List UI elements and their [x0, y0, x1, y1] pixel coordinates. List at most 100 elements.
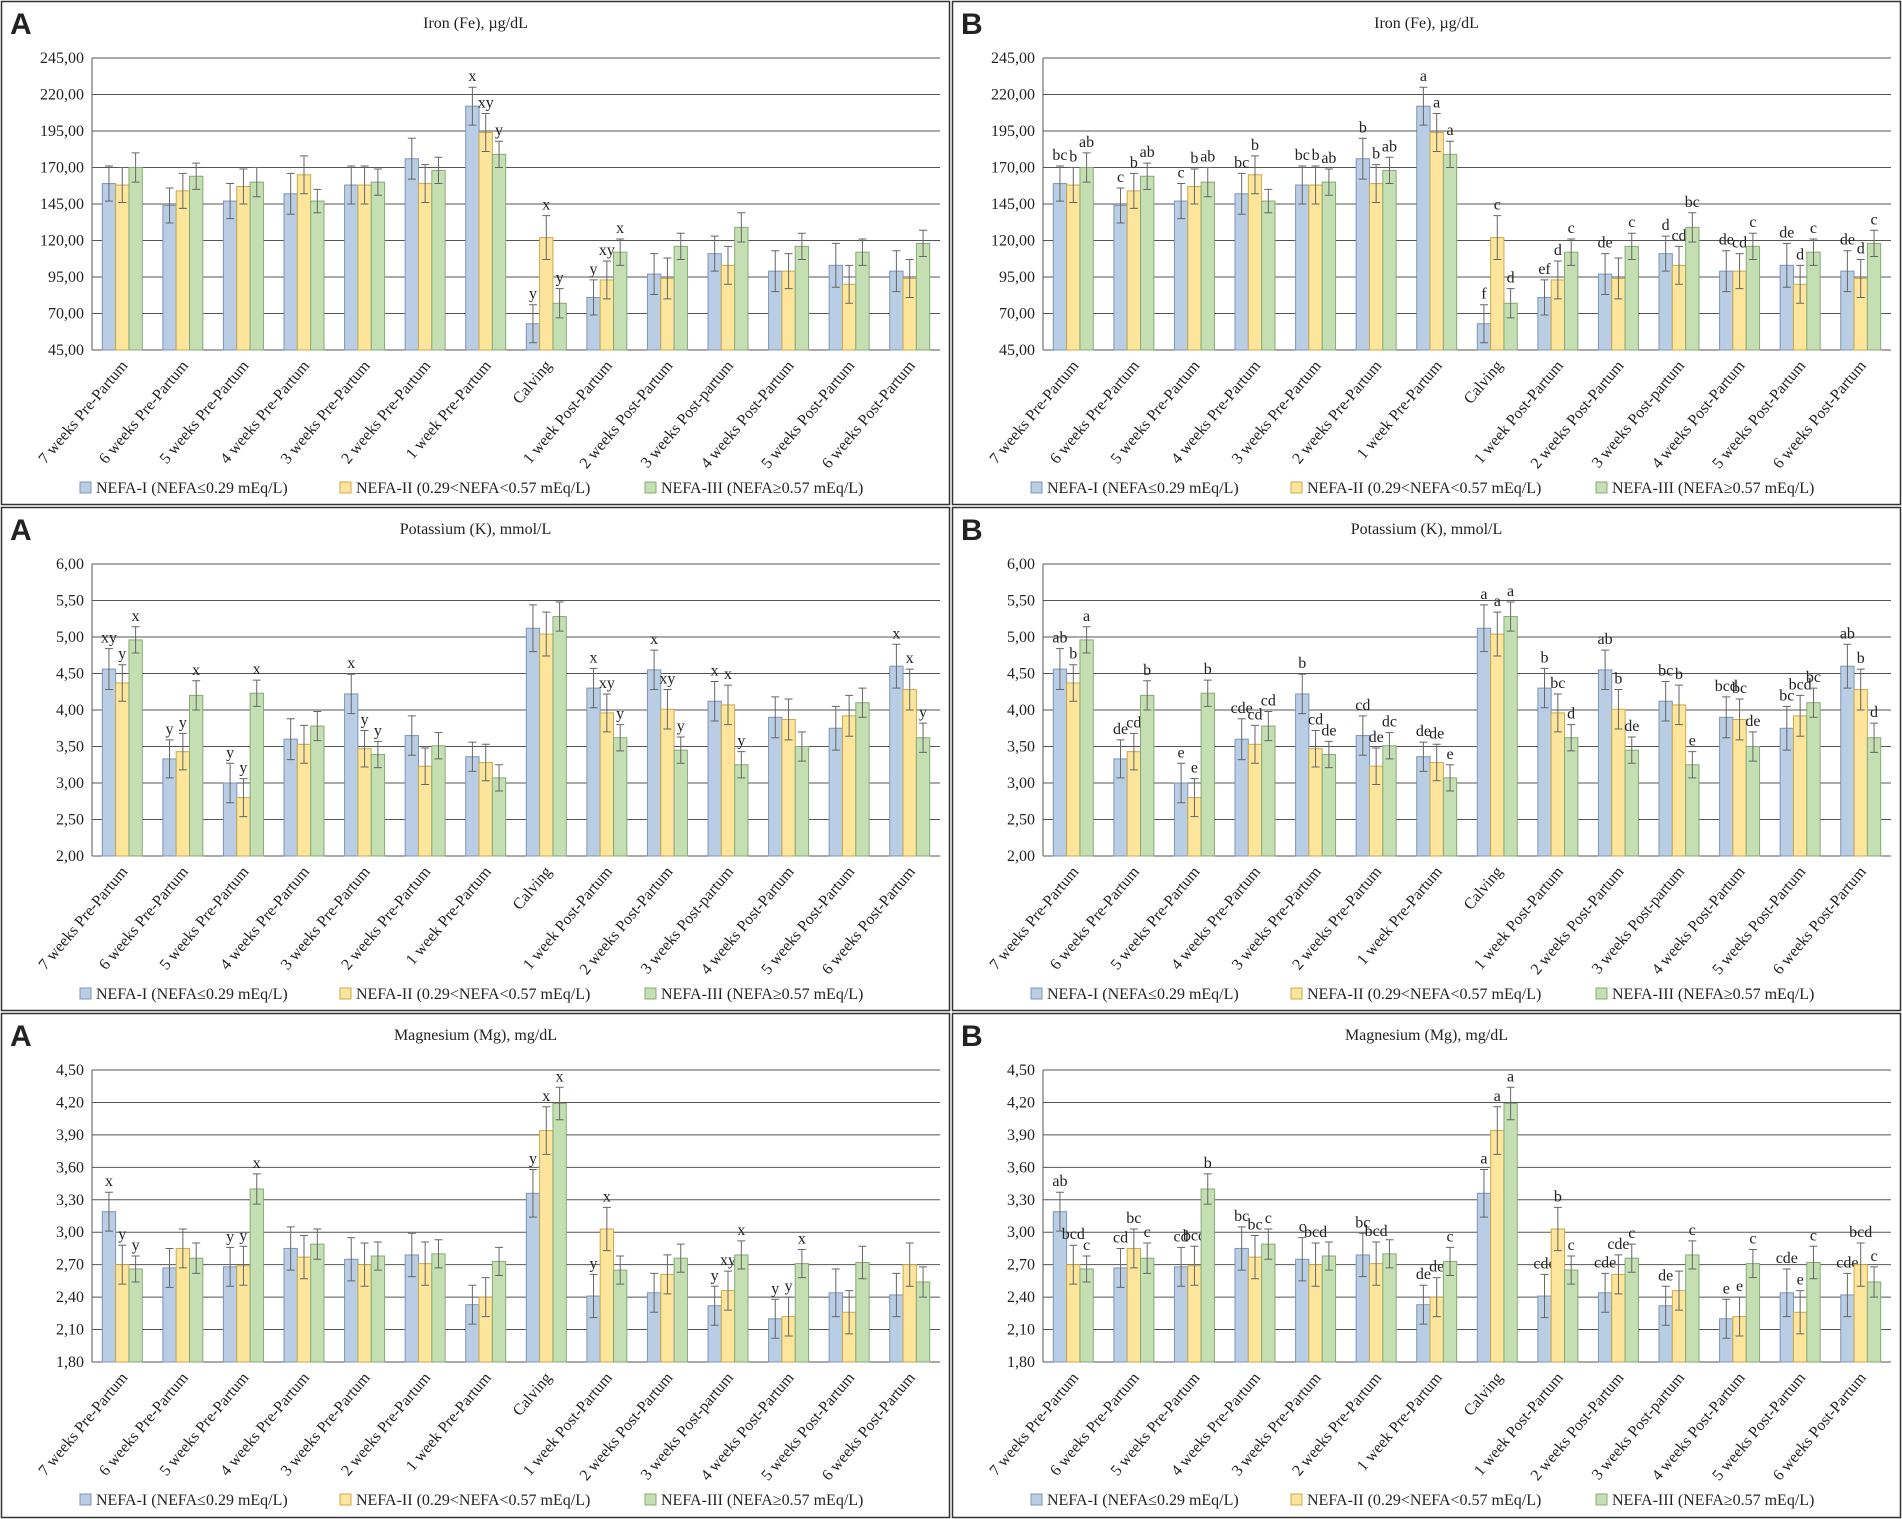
error-bar	[360, 1242, 369, 1287]
legend-swatch	[79, 481, 92, 494]
legend-label: NEFA-I (NEFA≤0.29 mEq/L)	[96, 480, 288, 497]
bar	[189, 694, 204, 857]
significance-letter: cd	[1355, 697, 1370, 714]
error-bar	[1385, 1239, 1394, 1269]
significance-letter: b	[1675, 666, 1683, 683]
significance-letter: e	[1797, 1272, 1804, 1289]
y-tick-label: 6,00	[1007, 556, 1035, 573]
significance-letter: y	[495, 122, 503, 139]
significance-letter: bc	[1685, 194, 1700, 211]
error-bar	[784, 698, 793, 741]
error-bar	[300, 724, 308, 764]
y-tick-label: 3,00	[1007, 1224, 1035, 1241]
legend-label: NEFA-III (NEFA≥0.57 mEq/L)	[1612, 986, 1814, 1003]
error-bar	[650, 1272, 659, 1313]
significance-letter: y	[785, 1278, 793, 1295]
significance-letter: c	[1083, 1237, 1090, 1254]
error-bar	[919, 722, 928, 753]
bar	[539, 633, 554, 857]
bar	[794, 1263, 810, 1363]
error-bar	[347, 673, 356, 715]
bar	[673, 245, 688, 351]
y-tick-label: 245,00	[991, 50, 1035, 67]
bar	[370, 1255, 386, 1363]
significance-letter: c	[1299, 1219, 1306, 1236]
bar	[222, 200, 238, 351]
legend-label: NEFA-II (0.29<NEFA<0.57 mEq/L)	[356, 986, 590, 1003]
y-tick-label: 4,20	[1007, 1094, 1035, 1111]
error-bar	[1567, 724, 1576, 752]
error-bar	[495, 1246, 504, 1276]
y-tick-label: 3,30	[1007, 1192, 1035, 1209]
error-bar	[1082, 626, 1091, 654]
error-bar	[1722, 1298, 1731, 1339]
error-bar	[663, 1254, 672, 1295]
significance-letter: c	[1117, 169, 1124, 186]
significance-letter: x	[616, 220, 624, 237]
error-bar	[1264, 710, 1273, 742]
error-bar	[797, 232, 806, 260]
bar	[734, 1254, 749, 1363]
error-bar	[1311, 165, 1320, 205]
significance-letter: y	[118, 1226, 126, 1243]
significance-letter: a	[1420, 68, 1427, 85]
significance-letter: de	[1429, 725, 1444, 742]
significance-letter: de	[1416, 1266, 1431, 1283]
error-bar	[1264, 1228, 1273, 1260]
significance-letter: y	[226, 744, 234, 761]
error-bar	[178, 1228, 187, 1269]
error-bar	[1129, 172, 1138, 209]
error-bar	[226, 762, 235, 804]
significance-letter: de	[1598, 235, 1613, 252]
error-bar	[1251, 1234, 1259, 1280]
bar	[1685, 764, 1700, 857]
bar	[1200, 181, 1215, 351]
error-bar	[1432, 1277, 1441, 1318]
bar	[1382, 1253, 1397, 1363]
significance-letter: ab	[1840, 625, 1855, 642]
error-bar	[1856, 668, 1865, 711]
legend-label: NEFA-I (NEFA≤0.29 mEq/L)	[96, 1492, 288, 1509]
error-bar	[1540, 667, 1549, 709]
significance-letter: de	[1416, 723, 1431, 740]
error-bar	[495, 140, 504, 168]
error-bar	[1540, 279, 1549, 316]
significance-letter: c	[1810, 1227, 1817, 1244]
significance-letter: c	[1144, 1224, 1151, 1241]
error-bar	[602, 1206, 611, 1252]
significance-letter: x	[542, 1088, 550, 1105]
y-tick-label: 2,50	[1007, 812, 1035, 829]
error-bar	[192, 162, 201, 190]
error-bar	[1809, 1245, 1818, 1280]
error-bar	[131, 1255, 140, 1283]
panel-frame	[951, 506, 1902, 1012]
bar	[189, 175, 204, 351]
error-bar	[1843, 250, 1852, 293]
error-bar	[1722, 696, 1731, 739]
error-bar	[421, 164, 430, 204]
bar	[660, 708, 675, 857]
error-bar	[313, 1228, 322, 1260]
bar	[478, 131, 493, 351]
significance-letter: d	[1870, 704, 1878, 721]
bar	[1140, 175, 1155, 351]
error-bar	[542, 215, 551, 260]
y-tick-label: 2,10	[1007, 1322, 1035, 1339]
bar	[1564, 737, 1579, 857]
bar	[1671, 704, 1687, 857]
error-bar	[589, 1273, 598, 1319]
significance-letter: a	[1446, 122, 1453, 139]
bar	[1234, 193, 1249, 351]
significance-letter: e	[1191, 760, 1198, 777]
error-bar	[1567, 238, 1576, 266]
error-bar	[1479, 304, 1488, 344]
error-bar	[1069, 167, 1078, 204]
bar	[1321, 1255, 1337, 1363]
bar	[1295, 693, 1310, 857]
error-bar	[858, 1245, 867, 1280]
error-bar	[845, 1290, 854, 1335]
y-tick-label: 120,00	[991, 233, 1035, 250]
error-bar	[542, 1106, 551, 1155]
significance-letter: bcd	[1849, 1224, 1872, 1241]
bar	[1658, 700, 1673, 857]
